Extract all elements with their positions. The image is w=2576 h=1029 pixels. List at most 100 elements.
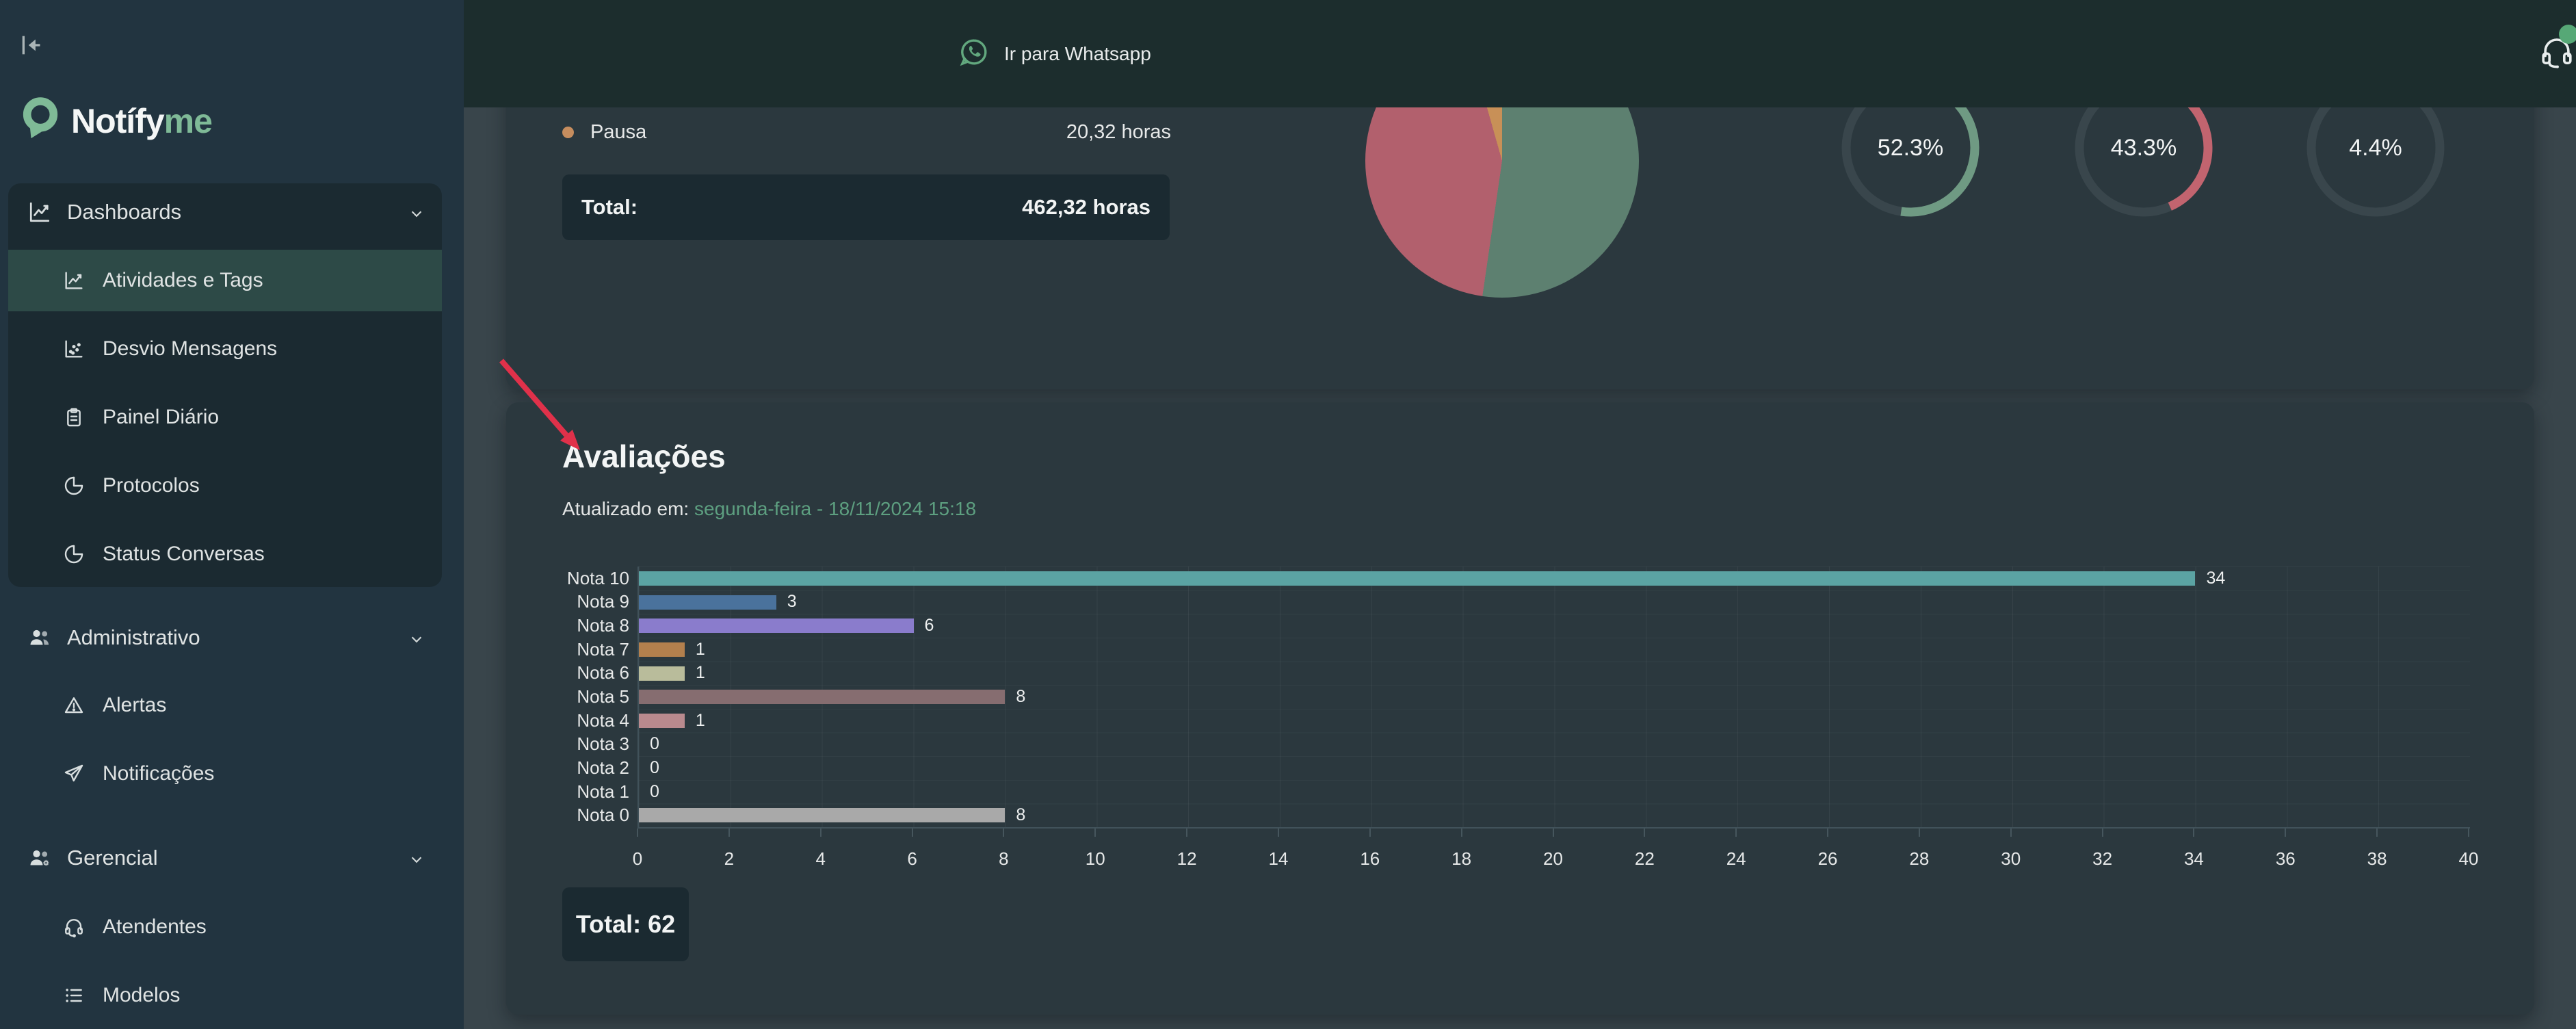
x-tick-label: 30 — [2001, 848, 2021, 869]
chart-scatter-icon — [63, 338, 85, 360]
ratings-updated-prefix: Atualizado em: — [562, 498, 694, 519]
support-button[interactable] — [2538, 25, 2576, 77]
sidebar-group-dashboards[interactable]: Dashboards — [0, 183, 464, 241]
bar-value-label: 6 — [924, 616, 934, 636]
x-axis-ticks: 0 2 4 6 8 10 12 14 16 18 20 22 24 26 28 30 32 34 36 38 40 — [633, 829, 2478, 869]
bar-value-label: 0 — [650, 757, 659, 777]
whatsapp-button-label: Ir para Whatsapp — [1004, 43, 1151, 64]
gauge-value-label: 43.3% — [2110, 134, 2177, 161]
whatsapp-icon — [958, 36, 990, 73]
x-tick-label: 20 — [1543, 848, 1563, 869]
gauge-value-label: 52.3% — [1877, 134, 1944, 161]
sidebar-item-atendentes[interactable]: Atendentes — [0, 896, 464, 958]
x-tick-label: 16 — [1360, 848, 1380, 869]
sidebar-item-label: Notificações — [103, 762, 215, 785]
bar-row-nota-0: 8 — [639, 803, 2470, 827]
sidebar-item-label: Atendentes — [103, 915, 207, 938]
go-to-whatsapp-button[interactable]: Ir para Whatsapp — [958, 34, 1151, 74]
sidebar-item-atividades-e-tags[interactable]: Atividades e Tags — [8, 250, 442, 311]
bar-nota-4 — [639, 713, 685, 728]
bar-row-nota-4: 1 — [639, 709, 2470, 733]
send-icon — [63, 763, 85, 785]
sidebar-item-label: Desvio Mensagens — [103, 337, 278, 360]
ratings-total-label: Total: 62 — [575, 910, 676, 938]
support-online-badge — [2559, 25, 2576, 44]
bar-row-nota-2: 0 — [639, 756, 2470, 780]
sidebar-group-label: Dashboards — [67, 200, 182, 224]
pie-icon — [63, 475, 85, 497]
x-tick-label: 38 — [2367, 848, 2387, 869]
bar-row-nota-5: 8 — [639, 685, 2470, 709]
brand-logo: Notífyme — [21, 96, 213, 146]
bar-value-label: 0 — [650, 781, 659, 801]
bar-row-nota-3: 0 — [639, 732, 2470, 756]
x-tick-label: 32 — [2092, 848, 2113, 869]
bar-label-nota-8: Nota 8 — [577, 615, 629, 636]
bar-nota-5 — [639, 690, 1006, 705]
annotation-arrow-icon — [499, 359, 580, 450]
bar-value-label: 1 — [695, 663, 705, 683]
bar-row-nota-9: 3 — [639, 590, 2470, 614]
bar-nota-6 — [639, 666, 685, 681]
bar-row-nota-8: 6 — [639, 614, 2470, 638]
sidebar-item-notificacoes[interactable]: Notificações — [0, 743, 464, 805]
sidebar-item-painel-diario[interactable]: Painel Diário — [0, 387, 464, 448]
legend-row-pausa: Pausa 20,32 horas — [562, 118, 1171, 146]
sidebar-item-label: Protocolos — [103, 474, 200, 497]
sidebar-item-alertas[interactable]: Alertas — [0, 675, 464, 736]
pie-icon — [63, 543, 85, 565]
x-tick-label: 28 — [1909, 848, 1930, 869]
ratings-bar-chart: 34 3 6 1 1 8 1 0 0 0 8 — [638, 566, 2470, 829]
bar-label-nota-1: Nota 1 — [577, 781, 629, 802]
pausa-legend-label: Pausa — [590, 120, 647, 143]
bar-label-nota-10: Nota 10 — [566, 567, 629, 588]
bar-value-label: 3 — [787, 592, 797, 612]
sidebar-item-desvio-mensagens[interactable]: Desvio Mensagens — [0, 318, 464, 380]
bar-row-nota-7: 1 — [639, 638, 2470, 662]
collapse-left-icon — [22, 36, 40, 55]
brand-name: Notífyme — [71, 101, 213, 141]
bar-nota-9 — [639, 595, 776, 610]
bar-nota-0 — [639, 808, 1006, 823]
x-tick-label: 24 — [1726, 848, 1746, 869]
sidebar: Notífyme Dashboards Atividades e Tags Desv… — [0, 0, 464, 1029]
sidebar-item-label: Painel Diário — [103, 406, 220, 428]
ratings-total-box: Total: 62 — [562, 887, 689, 961]
bar-nota-8 — [639, 618, 914, 634]
bar-nota-7 — [639, 642, 685, 657]
pausa-legend-value: 20,32 horas — [1066, 120, 1171, 143]
sidebar-item-modelos[interactable]: Modelos — [0, 965, 464, 1026]
sidebar-item-status-conversas[interactable]: Status Conversas — [0, 523, 464, 585]
bar-value-label: 8 — [1016, 805, 1026, 825]
bar-row-nota-1: 0 — [639, 780, 2470, 804]
ratings-title: Avaliações — [562, 439, 726, 474]
x-tick-label: 26 — [1817, 848, 1838, 869]
sidebar-group-administrativo[interactable]: Administrativo — [0, 609, 464, 666]
x-tick-label: 36 — [2275, 848, 2296, 869]
sidebar-collapse-button[interactable] — [18, 31, 45, 59]
list-icon — [63, 985, 85, 1006]
pausa-legend-bullet-icon — [562, 126, 574, 138]
sidebar-group-gerencial[interactable]: Gerencial — [0, 829, 464, 887]
brand-name-primary: Notífy — [71, 102, 165, 140]
chart-activity-icon — [63, 270, 85, 291]
x-tick-label: 34 — [2183, 848, 2204, 869]
bar-label-nota-4: Nota 4 — [577, 709, 629, 731]
ratings-card: Avaliações Atualizado em: segunda-feira … — [506, 402, 2534, 1015]
chevron-down-icon — [408, 203, 425, 221]
bar-label-nota-2: Nota 2 — [577, 757, 629, 778]
hours-total-box: Total: 462,32 horas — [562, 174, 1170, 240]
sidebar-item-protocolos[interactable]: Protocolos — [0, 455, 464, 517]
hours-total-label: Total: — [581, 195, 638, 219]
bar-label-nota-7: Nota 7 — [577, 638, 629, 660]
hours-total-value: 462,32 horas — [1022, 195, 1151, 219]
x-tick-label: 40 — [2458, 848, 2479, 869]
bar-label-nota-9: Nota 9 — [577, 591, 629, 612]
bar-label-nota-5: Nota 5 — [577, 686, 629, 707]
pin-icon — [23, 97, 58, 139]
sidebar-group-label: Gerencial — [67, 846, 158, 870]
x-tick-label: 12 — [1177, 848, 1197, 869]
headset-icon — [63, 916, 85, 938]
x-tick-label: 4 — [815, 848, 826, 869]
